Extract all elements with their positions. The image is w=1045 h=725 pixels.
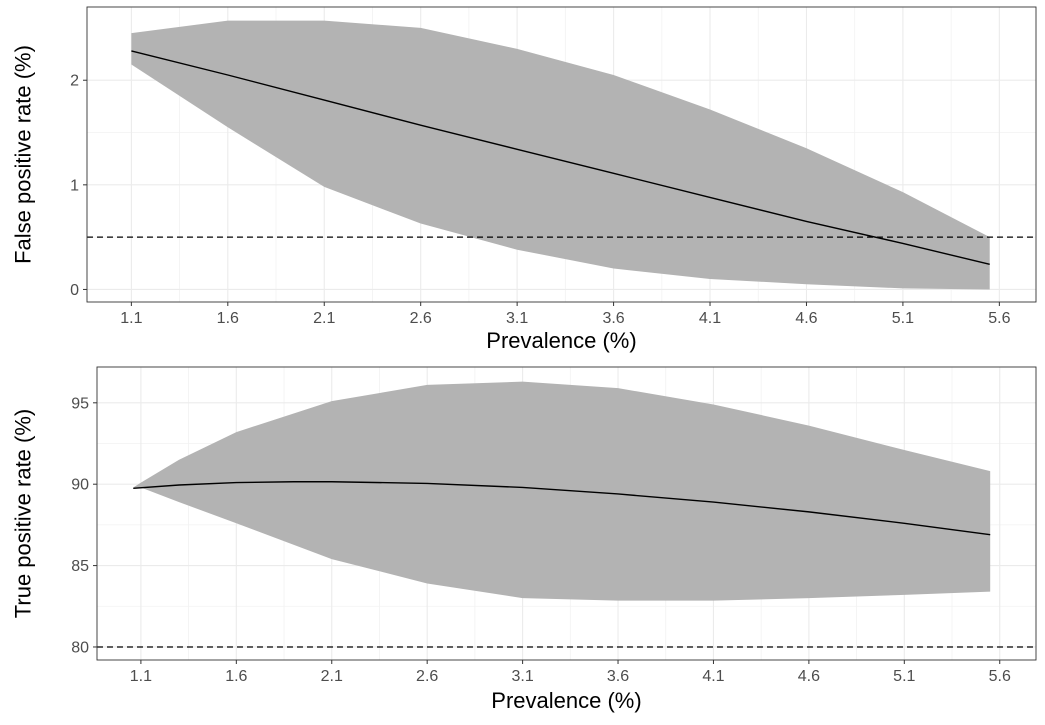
y-tick-label: 1	[70, 177, 79, 194]
x-tick-label: 5.1	[893, 668, 915, 685]
x-tick-label: 2.1	[321, 668, 343, 685]
x-tick-label: 4.1	[699, 310, 721, 327]
x-axis-title: Prevalence (%)	[486, 328, 636, 353]
y-tick-label: 95	[71, 395, 89, 412]
panel-1: 1.1 1.6 2.1 2.6 3.1 3.6 4.1 4.6 5.1 5.6 0 1 2 Prevale…	[11, 6, 1037, 353]
confidence-ribbon	[133, 381, 991, 601]
x-tick-label: 2.6	[416, 668, 438, 685]
y-tick-label: 85	[71, 558, 89, 575]
x-tick-label: 4.6	[795, 310, 817, 327]
x-tick-label: 3.1	[506, 310, 528, 327]
estimate-line	[133, 481, 991, 536]
panel-2: 1.1 1.6 2.1 2.6 3.1 3.6 4.1 4.6 5.1 5.6 80 85 90 95 Pr…	[11, 366, 1037, 713]
x-axis-title: Prevalence (%)	[491, 688, 641, 713]
panel-border	[86, 6, 1037, 303]
x-tick-label: 5.6	[989, 668, 1011, 685]
x-tick-label: 2.1	[313, 310, 335, 327]
x-tick-label: 2.6	[410, 310, 432, 327]
y-tick-label: 0	[70, 282, 79, 299]
y-axis-title: False positive rate (%)	[11, 45, 36, 264]
x-tick-label: 3.6	[607, 668, 629, 685]
y-axis-title: True positive rate (%)	[11, 409, 36, 618]
x-tick-label: 1.1	[130, 668, 152, 685]
x-tick-label: 3.1	[511, 668, 533, 685]
x-tick-label: 5.1	[892, 310, 914, 327]
confidence-ribbon	[131, 20, 990, 290]
x-tick-label: 3.6	[602, 310, 624, 327]
x-tick-label: 5.6	[988, 310, 1010, 327]
x-tick-label: 1.6	[225, 668, 247, 685]
y-tick-label: 80	[71, 639, 89, 656]
estimate-line	[131, 50, 990, 266]
x-tick-label: 4.1	[702, 668, 724, 685]
x-tick-label: 1.6	[217, 310, 239, 327]
x-tick-label: 4.6	[798, 668, 820, 685]
x-tick-label: 1.1	[120, 310, 142, 327]
y-tick-label: 2	[70, 73, 79, 90]
panel-border	[96, 366, 1037, 661]
y-tick-label: 90	[71, 477, 89, 494]
